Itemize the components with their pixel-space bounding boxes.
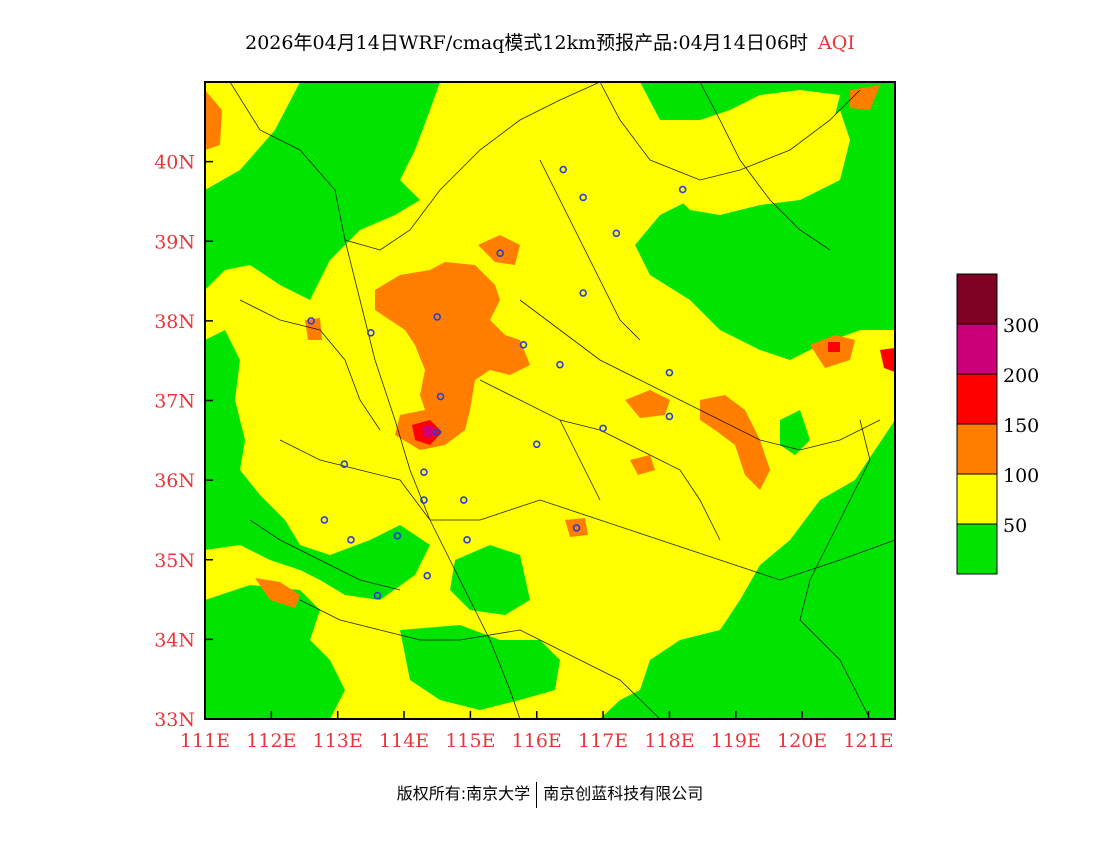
legend-label: 300 (1003, 315, 1039, 337)
aqi-zone-very-unhealthy (422, 425, 436, 438)
aqi-zone-usg-small-1 (630, 455, 655, 475)
lon-label: 116E (512, 730, 562, 752)
station-marker (393, 532, 402, 540)
aqi-zone-usg-mid-east (625, 390, 670, 418)
station-marker (665, 412, 674, 421)
lat-label: 37N (154, 391, 195, 413)
title-pollutant: AQI (818, 32, 855, 54)
aqi-zone-moderate-bohai (670, 110, 850, 215)
station-marker (559, 165, 568, 174)
station-marker (579, 289, 587, 297)
aqi-zone-usg-southwest (255, 578, 300, 608)
station-marker (436, 392, 445, 401)
station-marker (423, 571, 432, 580)
station-marker (599, 424, 607, 433)
station-marker (433, 313, 442, 321)
station-marker (367, 329, 375, 337)
aqi-field (205, 82, 895, 719)
lon-label: 115E (445, 730, 495, 752)
lat-label: 38N (154, 311, 195, 333)
monitoring-stations (307, 165, 687, 600)
lat-label: 34N (154, 629, 195, 651)
aqi-zone-good-southeast (600, 420, 895, 719)
aqi-zone-good-east-island (780, 410, 810, 455)
station-marker (347, 536, 355, 544)
lon-label: 117E (578, 730, 628, 752)
province-boundaries (229, 82, 895, 719)
lat-label: 39N (154, 231, 195, 253)
lon-label: 118E (644, 730, 694, 752)
station-marker (612, 229, 621, 238)
station-marker (340, 460, 349, 469)
legend-label: 150 (1003, 415, 1039, 437)
station-marker (433, 428, 442, 437)
legend-label: 100 (1003, 465, 1039, 487)
legend-swatch (956, 373, 998, 425)
copyright-partner: 南京创蓝科技有限公司 (543, 784, 704, 803)
legend-swatch (956, 323, 998, 375)
station-marker (665, 368, 674, 377)
lat-label: 36N (154, 470, 195, 492)
lon-label: 119E (711, 730, 761, 752)
station-marker (519, 340, 528, 349)
lon-label: 111E (180, 730, 230, 752)
station-marker (556, 360, 564, 369)
aqi-zone-good-south2 (450, 545, 530, 615)
station-marker (678, 185, 687, 194)
axis-ticks (204, 160, 870, 720)
station-marker (373, 591, 382, 600)
lat-label: 33N (154, 709, 195, 731)
copyright-owner: 版权所有:南京大学 (396, 784, 531, 803)
legend-swatch (956, 273, 998, 325)
aqi-zone-usg-central (375, 262, 530, 450)
aqi-zone-usg-small-2 (565, 518, 588, 537)
station-marker (459, 496, 468, 504)
lat-label: 35N (154, 550, 195, 572)
legend-swatch (956, 423, 998, 475)
lon-label: 121E (843, 730, 893, 752)
station-marker (572, 524, 581, 532)
lon-label: 113E (313, 730, 363, 752)
aqi-zone-good-southwest (205, 585, 345, 719)
lon-label: 112E (246, 730, 296, 752)
station-marker (307, 317, 315, 325)
station-marker (463, 536, 471, 544)
lat-axis: 33N 34N 35N 36N 37N 38N 39N 40N (154, 152, 195, 731)
lon-axis: 111E 112E 113E 114E 115E 116E 117E 118E 119E 120E… (180, 730, 894, 752)
legend: 50 100 150 200 300 (956, 273, 1039, 575)
aqi-zone-unhealthy-3 (880, 348, 895, 372)
lon-label: 114E (379, 730, 429, 752)
station-marker (496, 249, 505, 257)
map-title: 2026年04月14日WRF/cmaq模式12km预报产品:04月14日06时 A… (0, 28, 1100, 55)
station-marker (532, 440, 541, 449)
station-marker (420, 496, 428, 504)
station-marker (320, 516, 329, 524)
aqi-zone-unhealthy-2 (828, 342, 840, 352)
copyright-separator (536, 781, 538, 808)
title-text: 2026年04月14日WRF/cmaq模式12km预报产品:04月14日06时 (245, 32, 809, 54)
aqi-zone-usg-northwest (205, 90, 222, 150)
aqi-zone-good-northwest (205, 82, 440, 300)
aqi-zone-usg-north (850, 85, 880, 110)
aqi-zone-good-west (205, 330, 430, 600)
copyright: 版权所有:南京大学 南京创蓝科技有限公司 (0, 780, 1100, 808)
legend-swatch (956, 473, 998, 525)
legend-label: 200 (1003, 365, 1039, 387)
station-marker (420, 468, 428, 476)
legend-label: 50 (1003, 515, 1027, 537)
lat-label: 40N (154, 152, 195, 174)
legend-swatch (956, 523, 998, 575)
station-marker (579, 193, 587, 202)
lon-label: 120E (777, 730, 827, 752)
aqi-zone-good-south (400, 625, 560, 710)
